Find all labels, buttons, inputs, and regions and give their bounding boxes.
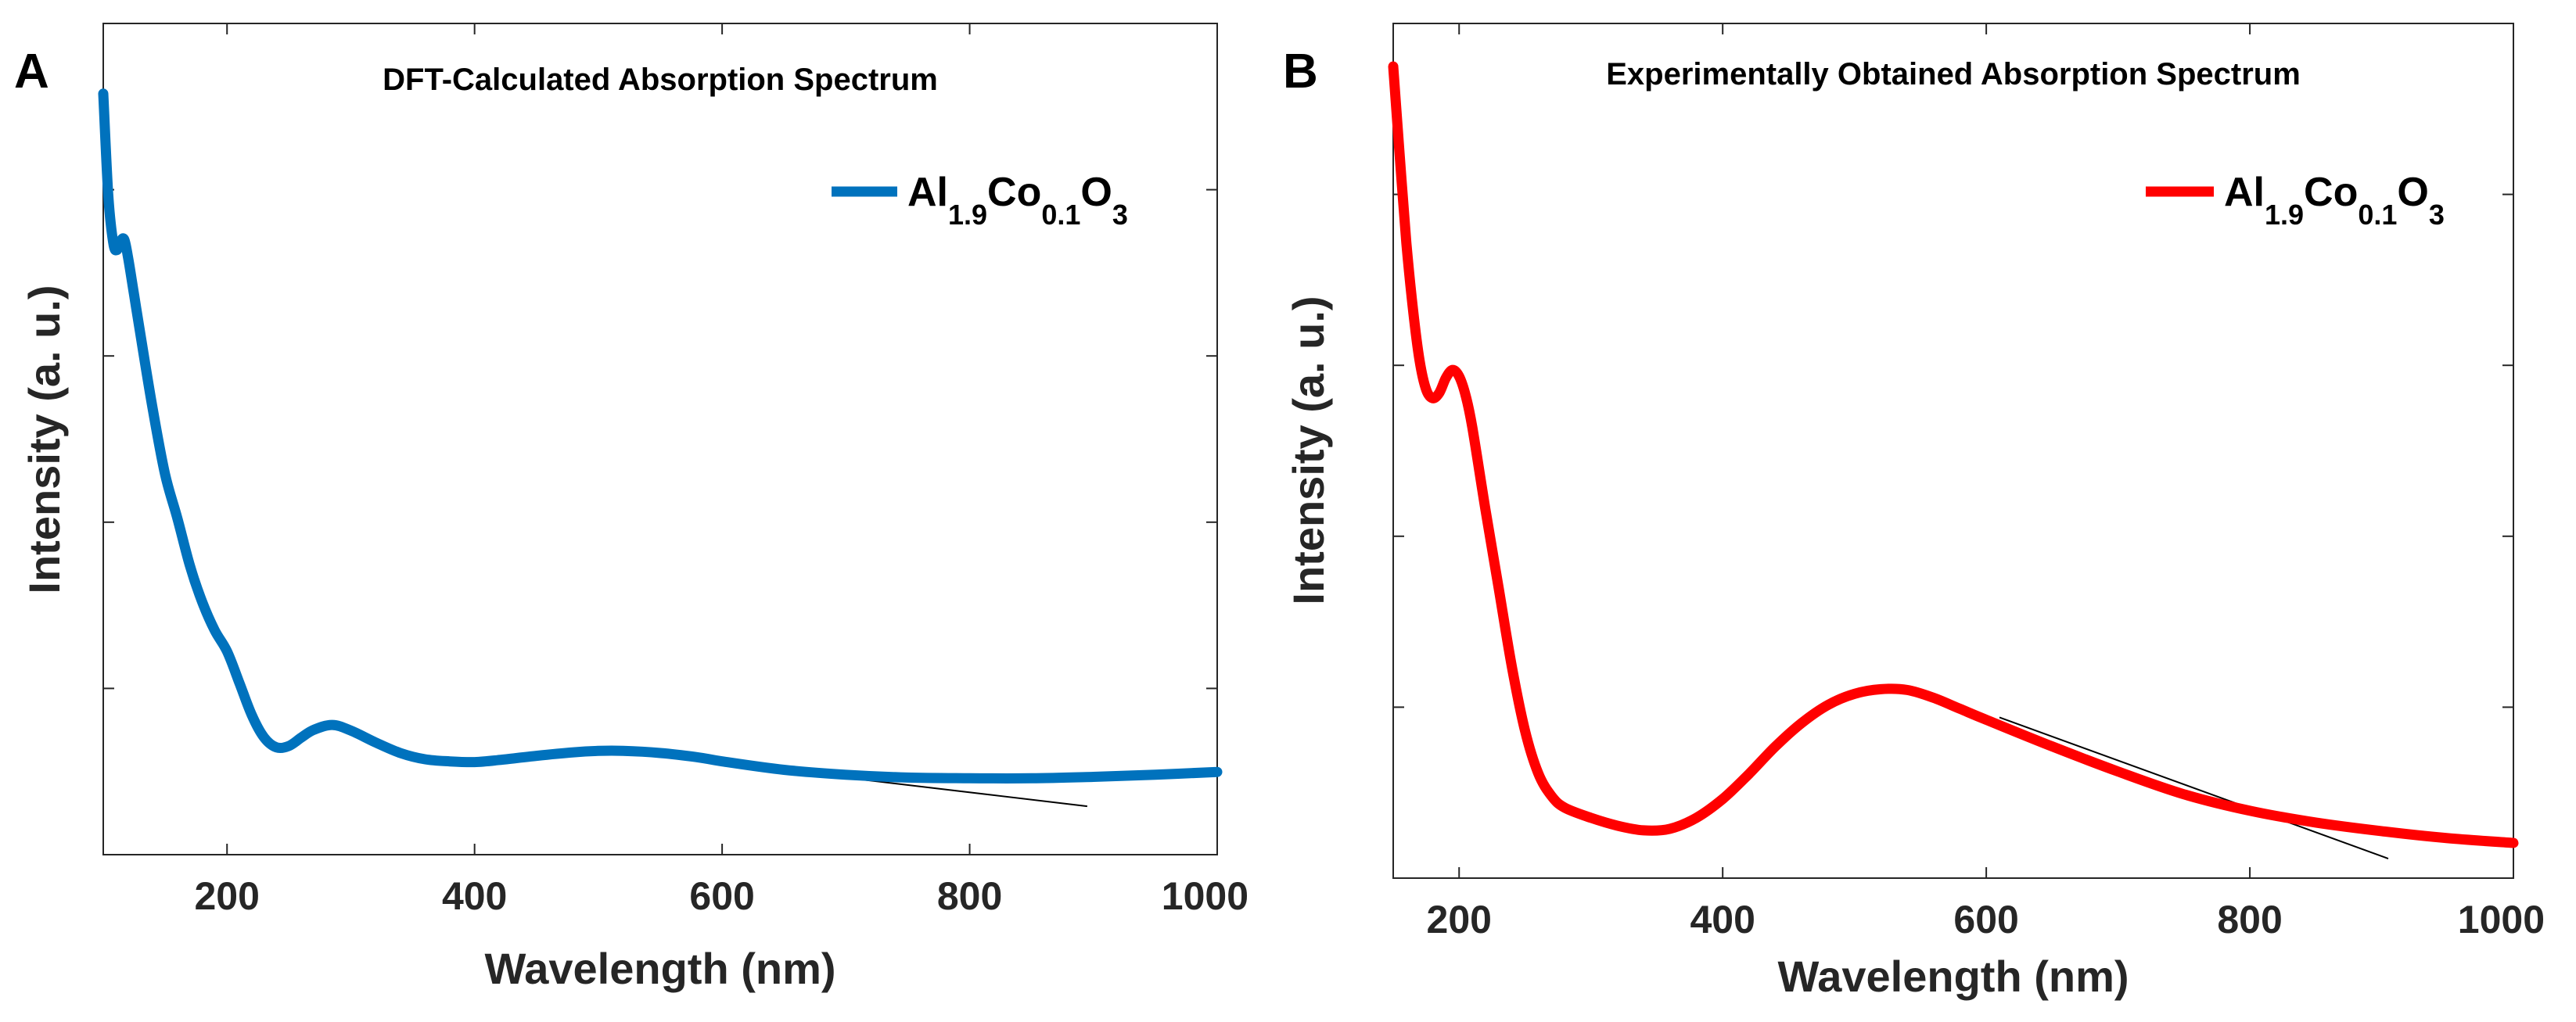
x-tick-label: 1000 (1162, 874, 1248, 918)
x-tick-label: 400 (1690, 898, 1755, 941)
x-tick-label: 200 (1427, 898, 1492, 941)
panel-b-plot-frame (1392, 23, 2514, 879)
panel-a-xlabel: Wavelength (nm) (484, 944, 835, 993)
panel-a-series-line (98, 88, 1223, 784)
panel-b-legend-label: Al1.9Co0.1O3 (2224, 170, 2445, 231)
x-tick-label: 400 (442, 874, 507, 918)
x-tick-label: 600 (1953, 898, 2018, 941)
panel-a-letter: A (14, 45, 49, 99)
panel-b-yticks (1393, 193, 2513, 708)
x-tick-label: 200 (195, 874, 260, 918)
panel-b-xticks: 200 400 600 800 1000 (1427, 23, 2545, 941)
panel-b-xlabel: Wavelength (nm) (1777, 952, 2129, 1001)
panel-b-letter: B (1283, 45, 1318, 99)
panel-b-ylabel: Intensity (a. u.) (1284, 296, 1333, 604)
panel-b-tangent-line (1999, 716, 2389, 859)
x-tick-label: 800 (937, 874, 1002, 918)
panel-b-legend: Al1.9Co0.1O3 (2146, 170, 2445, 231)
panel-a-yticks (103, 188, 1217, 690)
panel-a-plot-frame (102, 23, 1218, 855)
panel-b: B Experimentally Obtained Absorption Spe… (1283, 23, 2545, 1001)
panel-a-legend-label: Al1.9Co0.1O3 (907, 170, 1128, 231)
x-tick-label: 800 (2217, 898, 2282, 941)
x-tick-label: 600 (689, 874, 754, 918)
panel-b-title: Experimentally Obtained Absorption Spect… (1606, 57, 2301, 91)
panel-b-series-line (1388, 61, 2519, 848)
panel-a-xticks: 200 400 600 800 1000 (195, 23, 1248, 918)
x-tick-label: 1000 (2458, 898, 2545, 941)
panel-a-title: DFT-Calculated Absorption Spectrum (383, 63, 938, 97)
panel-a-legend: Al1.9Co0.1O3 (832, 170, 1128, 231)
panel-a: A DFT-Calculated Absorption Spectrum 200… (14, 23, 1248, 993)
panel-a-ylabel: Intensity (a. u.) (20, 285, 69, 593)
